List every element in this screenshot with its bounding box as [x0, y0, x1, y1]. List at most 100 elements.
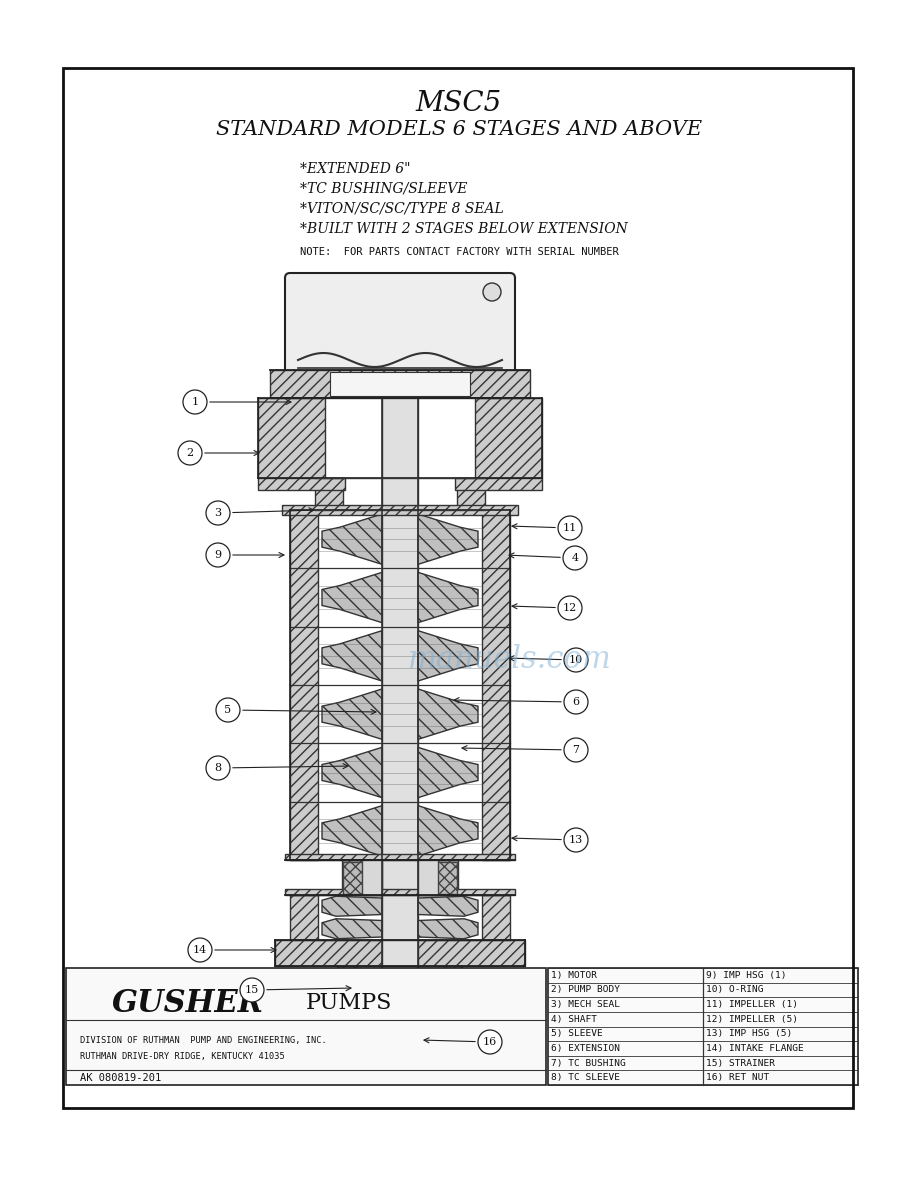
Text: 13) IMP HSG (5): 13) IMP HSG (5)	[706, 1029, 792, 1038]
Text: AK 080819-201: AK 080819-201	[80, 1073, 162, 1083]
Bar	[378, 1010, 422, 1030]
Circle shape	[183, 390, 207, 413]
Bar	[455, 478, 542, 489]
Text: 9: 9	[215, 550, 221, 560]
Circle shape	[558, 596, 582, 620]
Text: 4) SHAFT: 4) SHAFT	[551, 1015, 597, 1024]
Bar	[258, 478, 345, 489]
Polygon shape	[384, 1012, 416, 1038]
Text: 2: 2	[186, 448, 194, 459]
Text: 7: 7	[573, 745, 579, 756]
Text: *EXTENDED 6": *EXTENDED 6"	[300, 162, 410, 176]
Text: 16: 16	[483, 1037, 498, 1047]
Text: 5) SLEEVE: 5) SLEEVE	[551, 1029, 603, 1038]
Text: 5: 5	[224, 704, 231, 715]
Bar	[258, 398, 325, 478]
Bar	[342, 860, 382, 895]
Bar	[437, 862, 457, 895]
Bar	[285, 889, 515, 895]
Bar	[382, 398, 418, 969]
Text: 12: 12	[563, 604, 577, 613]
Bar	[330, 372, 470, 396]
Bar	[482, 510, 510, 860]
Bar	[290, 510, 318, 860]
Text: NOTE:  FOR PARTS CONTACT FACTORY WITH SERIAL NUMBER: NOTE: FOR PARTS CONTACT FACTORY WITH SER…	[299, 247, 619, 257]
Text: 15) STRAINER: 15) STRAINER	[706, 1059, 775, 1068]
Circle shape	[206, 756, 230, 781]
Polygon shape	[322, 689, 382, 739]
Text: *TC BUSHING/SLEEVE: *TC BUSHING/SLEEVE	[300, 182, 467, 196]
Text: 10: 10	[569, 655, 583, 665]
Polygon shape	[322, 573, 382, 623]
Text: 6) EXTENSION: 6) EXTENSION	[551, 1044, 620, 1053]
Text: STANDARD MODELS 6 STAGES AND ABOVE: STANDARD MODELS 6 STAGES AND ABOVE	[216, 120, 702, 139]
Text: 11) IMPELLER (1): 11) IMPELLER (1)	[706, 1000, 798, 1009]
Bar	[382, 398, 418, 969]
Text: 16) RET NUT: 16) RET NUT	[706, 1073, 769, 1082]
Circle shape	[564, 828, 588, 852]
Text: 1: 1	[192, 397, 198, 407]
Circle shape	[558, 516, 582, 541]
Polygon shape	[322, 631, 382, 681]
Polygon shape	[418, 514, 478, 564]
Polygon shape	[322, 747, 382, 797]
Text: 6: 6	[573, 697, 579, 707]
Bar	[270, 369, 530, 398]
Polygon shape	[392, 1030, 408, 1042]
Polygon shape	[418, 918, 478, 939]
Text: RUTHMAN DRIVE-DRY RIDGE, KENTUCKY 41035: RUTHMAN DRIVE-DRY RIDGE, KENTUCKY 41035	[80, 1053, 285, 1062]
Circle shape	[206, 501, 230, 525]
Text: 3: 3	[215, 508, 221, 518]
Text: *VITON/SC/SC/TYPE 8 SEAL: *VITON/SC/SC/TYPE 8 SEAL	[300, 202, 504, 216]
Circle shape	[216, 699, 240, 722]
Bar	[444, 966, 462, 1010]
Circle shape	[483, 283, 501, 301]
Text: 15: 15	[245, 985, 259, 996]
Bar	[362, 860, 382, 895]
Bar	[343, 862, 363, 895]
Text: GUSHER: GUSHER	[112, 987, 264, 1018]
Text: 7) TC BUSHING: 7) TC BUSHING	[551, 1059, 626, 1068]
Circle shape	[206, 543, 230, 567]
Text: 1) MOTOR: 1) MOTOR	[551, 971, 597, 980]
Text: 8) TC SLEEVE: 8) TC SLEEVE	[551, 1073, 620, 1082]
Bar	[418, 860, 438, 895]
Circle shape	[188, 939, 212, 962]
Bar	[275, 940, 525, 966]
Text: manuels.com: manuels.com	[409, 645, 612, 676]
Polygon shape	[322, 896, 382, 916]
Text: 8: 8	[215, 763, 221, 773]
FancyBboxPatch shape	[285, 273, 515, 375]
Text: MSC5: MSC5	[416, 90, 502, 116]
Circle shape	[564, 738, 588, 762]
Polygon shape	[322, 514, 382, 564]
Polygon shape	[418, 896, 478, 916]
Bar	[475, 398, 542, 478]
Polygon shape	[418, 805, 478, 857]
Polygon shape	[322, 918, 382, 939]
Circle shape	[178, 441, 202, 465]
Bar	[457, 478, 485, 510]
Bar	[282, 505, 518, 516]
Circle shape	[564, 690, 588, 714]
Text: 14: 14	[193, 944, 207, 955]
Text: 13: 13	[569, 835, 583, 845]
Bar	[66, 968, 546, 1085]
Polygon shape	[418, 747, 478, 797]
Circle shape	[240, 978, 264, 1001]
Bar	[482, 895, 510, 940]
Bar	[285, 854, 515, 860]
Circle shape	[564, 647, 588, 672]
Bar	[290, 895, 318, 940]
Text: *BUILT WITH 2 STAGES BELOW EXTENSION: *BUILT WITH 2 STAGES BELOW EXTENSION	[300, 222, 628, 236]
Polygon shape	[418, 573, 478, 623]
Text: 4: 4	[571, 552, 578, 563]
Polygon shape	[322, 805, 382, 857]
Polygon shape	[418, 689, 478, 739]
Bar	[315, 478, 343, 510]
Text: DIVISION OF RUTHMAN  PUMP AND ENGINEERING, INC.: DIVISION OF RUTHMAN PUMP AND ENGINEERING…	[80, 1036, 327, 1044]
Text: PUMPS: PUMPS	[306, 992, 392, 1015]
Text: 2) PUMP BODY: 2) PUMP BODY	[551, 985, 620, 994]
Text: 11: 11	[563, 523, 577, 533]
Bar	[63, 68, 853, 1108]
